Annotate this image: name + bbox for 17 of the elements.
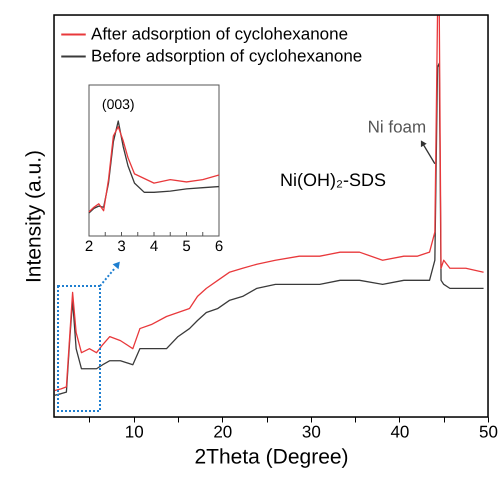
x-tick-label: 5 <box>182 238 191 255</box>
legend-label: Before adsorption of cyclohexanone <box>91 46 362 66</box>
x-tick-label: 10 <box>124 422 144 442</box>
x-tick-label: 4 <box>150 238 158 255</box>
annotation: Ni foam <box>368 118 426 137</box>
legend-label: After adsorption of cyclohexanone <box>91 24 348 44</box>
x-tick-label: 40 <box>390 422 410 442</box>
y-axis-title: Intensity (a.u.) <box>22 150 46 284</box>
x-tick-label: 2 <box>84 238 94 255</box>
x-tick-label: 50 <box>479 422 498 442</box>
x-axis-title: 2Theta (Degree) <box>194 446 349 468</box>
x-tick-label: 20 <box>213 422 232 442</box>
x-tick-label: 3 <box>117 238 126 255</box>
x-tick-label: 30 <box>302 422 321 442</box>
annotation: (003) <box>102 96 135 112</box>
x-tick-label: 6 <box>214 238 224 255</box>
annotation: Ni(OH)₂-SDS <box>280 170 386 190</box>
